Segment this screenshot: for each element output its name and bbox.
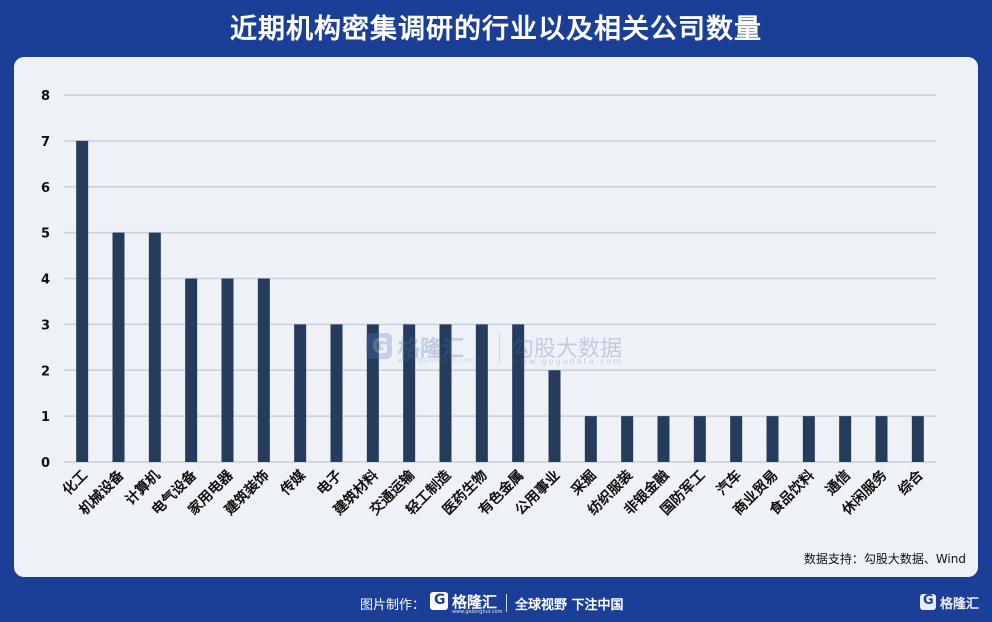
data-source: 数据支持：勾股大数据、Wind bbox=[803, 552, 966, 566]
bar bbox=[475, 324, 488, 462]
y-tick-label: 8 bbox=[41, 89, 50, 104]
bar bbox=[112, 232, 125, 462]
bar bbox=[693, 416, 706, 462]
chart-card: 0 1 2 3 4 5 6 7 8 化工 机械设备 计算机 电气设备 家用电器 建筑装饰 传媒 电子 建筑材料交… bbox=[14, 57, 978, 577]
bar bbox=[657, 416, 670, 462]
corner-logo-icon bbox=[920, 593, 936, 610]
gridlines bbox=[64, 94, 936, 463]
x-tick-label: 采掘 bbox=[567, 467, 600, 500]
x-tick-label: 汽车 bbox=[713, 467, 745, 499]
x-tick-label: 传媒 bbox=[276, 466, 309, 499]
footer: 图片制作： 格隆汇 www.gelonghui.com 全球视野 下注中国 格隆… bbox=[0, 584, 992, 622]
chart-title: 近期机构密集调研的行业以及相关公司数量 bbox=[230, 14, 762, 45]
x-tick-label: 综合 bbox=[895, 466, 928, 499]
bar bbox=[875, 416, 888, 462]
gelonghui-logo-icon bbox=[430, 592, 448, 610]
bar bbox=[621, 416, 634, 462]
bar bbox=[257, 278, 270, 462]
footer-credit: 图片制作： bbox=[360, 598, 426, 613]
x-tick-label: 电子 bbox=[314, 467, 346, 499]
footer-slogan: 全球视野 下注中国 bbox=[515, 598, 624, 613]
bar bbox=[439, 324, 452, 462]
x-tick-label: 通信 bbox=[822, 467, 854, 499]
footer-brand: 格隆汇 bbox=[452, 593, 498, 611]
y-tick-label: 2 bbox=[41, 364, 50, 379]
y-tick-label: 0 bbox=[41, 456, 50, 471]
bar bbox=[911, 416, 924, 462]
bar bbox=[802, 416, 815, 462]
y-tick-label: 7 bbox=[41, 135, 50, 150]
bar bbox=[294, 324, 307, 462]
y-tick-label: 6 bbox=[41, 181, 50, 196]
y-tick-label: 3 bbox=[41, 318, 50, 333]
bar bbox=[839, 416, 852, 462]
bar bbox=[766, 416, 779, 462]
bars bbox=[76, 140, 924, 462]
footer-divider bbox=[506, 594, 507, 612]
bar bbox=[584, 416, 597, 462]
bar bbox=[76, 140, 89, 462]
corner-brand: 格隆汇 bbox=[940, 597, 980, 612]
bar bbox=[403, 324, 416, 462]
y-tick-label: 4 bbox=[41, 273, 50, 288]
bar bbox=[330, 324, 343, 462]
footer-brand-url: www.gelonghui.com bbox=[452, 609, 503, 615]
bar bbox=[185, 278, 198, 462]
bar bbox=[548, 370, 561, 462]
bar bbox=[730, 416, 743, 462]
bar bbox=[512, 324, 525, 462]
bar bbox=[148, 232, 161, 462]
y-tick-label: 1 bbox=[41, 410, 50, 425]
y-tick-label: 5 bbox=[41, 227, 50, 242]
x-tick-label: 化工 bbox=[59, 467, 91, 499]
bar bbox=[366, 324, 379, 462]
y-axis-ticks: 0 1 2 3 4 5 6 7 8 bbox=[41, 89, 50, 471]
bar bbox=[221, 278, 234, 462]
